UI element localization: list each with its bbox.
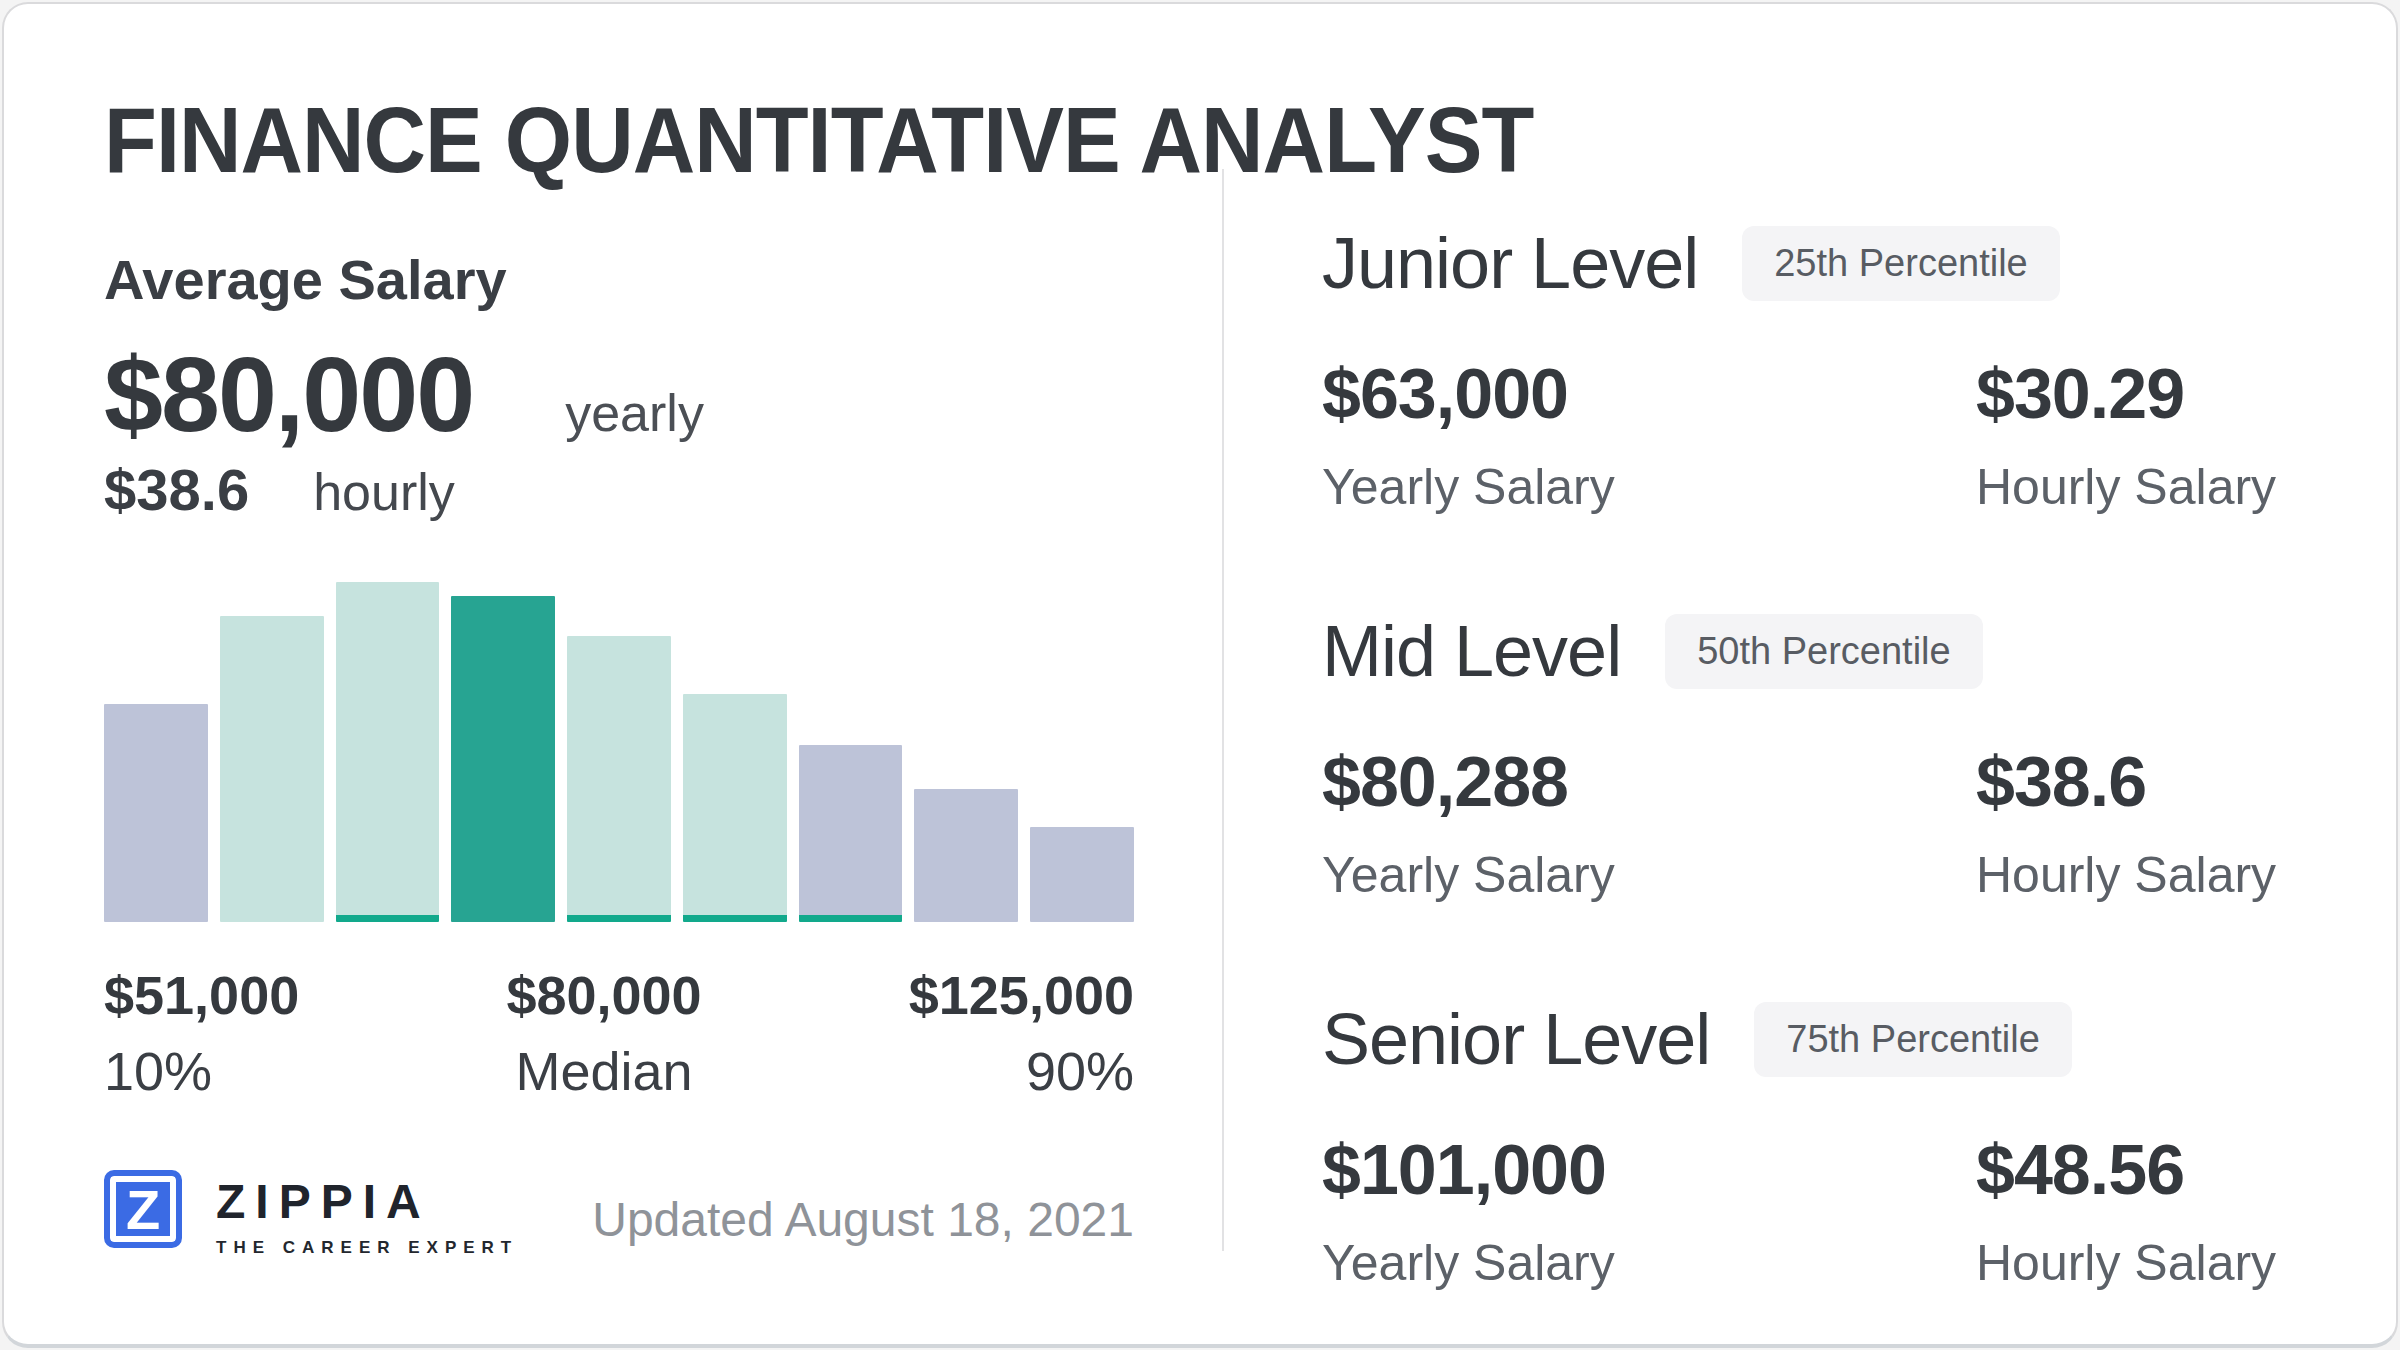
salary-histogram (104, 582, 1134, 922)
level-block-mid: Mid Level 50th Percentile $80,288 Yearly… (1322, 610, 2342, 904)
histogram-bar (104, 704, 208, 922)
level-name: Junior Level (1322, 222, 1698, 304)
zippia-logo: Z ZIPPIA THE CAREER EXPERT (104, 1170, 518, 1258)
axis-marker-value: $80,000 (506, 964, 701, 1026)
level-stats: $80,288 Yearly Salary $38.6 Hourly Salar… (1322, 742, 2342, 904)
zippia-logo-icon: Z (104, 1170, 182, 1248)
histogram-bar (799, 745, 903, 922)
yearly-label: Yearly Salary (1322, 846, 1976, 904)
axis-marker-90th: $125,000 90% (909, 964, 1134, 1102)
level-head: Senior Level 75th Percentile (1322, 998, 2342, 1080)
hourly-label: Hourly Salary (1976, 846, 2342, 904)
brand-tagline: THE CAREER EXPERT (216, 1238, 518, 1258)
percentile-badge: 75th Percentile (1754, 1002, 2072, 1077)
level-head: Mid Level 50th Percentile (1322, 610, 2342, 692)
level-stats: $101,000 Yearly Salary $48.56 Hourly Sal… (1322, 1130, 2342, 1292)
hourly-value: $48.56 (1976, 1130, 2342, 1210)
yearly-stat: $80,288 Yearly Salary (1322, 742, 1976, 904)
histogram-bar (336, 582, 440, 922)
hourly-stat: $30.29 Hourly Salary (1976, 354, 2342, 516)
vertical-divider (1222, 169, 1224, 1251)
hourly-value: $38.6 (1976, 742, 2342, 822)
level-stats: $63,000 Yearly Salary $30.29 Hourly Sala… (1322, 354, 2342, 516)
updated-date: Updated August 18, 2021 (592, 1192, 1134, 1247)
salary-card: FINANCE QUANTITATIVE ANALYST Average Sal… (2, 2, 2398, 1348)
percentile-badge: 50th Percentile (1665, 614, 1983, 689)
histogram-bar (914, 789, 1018, 922)
percentile-badge: 25th Percentile (1742, 226, 2060, 301)
histogram-bar (683, 694, 787, 922)
hourly-label: Hourly Salary (1976, 1234, 2342, 1292)
zippia-logo-text: ZIPPIA THE CAREER EXPERT (216, 1170, 518, 1258)
axis-marker-median: $80,000 Median (506, 964, 701, 1102)
yearly-value: $80,288 (1322, 742, 1976, 822)
yearly-stat: $63,000 Yearly Salary (1322, 354, 1976, 516)
level-block-junior: Junior Level 25th Percentile $63,000 Yea… (1322, 222, 2342, 516)
right-pane: Junior Level 25th Percentile $63,000 Yea… (1322, 4, 2342, 1344)
average-hourly-value: $38.6 (104, 456, 249, 523)
page-title: FINANCE QUANTITATIVE ANALYST (104, 88, 1533, 193)
hourly-value: $30.29 (1976, 354, 2342, 434)
axis-marker-label: 90% (1026, 1040, 1134, 1102)
axis-marker-10th: $51,000 10% (104, 964, 299, 1102)
yearly-value: $63,000 (1322, 354, 1976, 434)
brand-name: ZIPPIA (216, 1178, 518, 1226)
average-yearly-unit: yearly (565, 383, 704, 443)
level-name: Senior Level (1322, 998, 1710, 1080)
average-yearly-value: $80,000 (104, 334, 473, 455)
yearly-label: Yearly Salary (1322, 458, 1976, 516)
hourly-stat: $38.6 Hourly Salary (1976, 742, 2342, 904)
average-yearly-row: $80,000 yearly (104, 334, 704, 455)
yearly-value: $101,000 (1322, 1130, 1976, 1210)
axis-marker-value: $51,000 (104, 964, 299, 1026)
hourly-label: Hourly Salary (1976, 458, 2342, 516)
average-salary-label: Average Salary (104, 247, 507, 312)
histogram-bar (567, 636, 671, 922)
axis-marker-value: $125,000 (909, 964, 1134, 1026)
histogram-bar (1030, 827, 1134, 922)
yearly-stat: $101,000 Yearly Salary (1322, 1130, 1976, 1292)
average-hourly-row: $38.6 hourly (104, 456, 455, 523)
left-pane: FINANCE QUANTITATIVE ANALYST Average Sal… (104, 4, 1134, 1344)
histogram-bar (220, 616, 324, 922)
hourly-stat: $48.56 Hourly Salary (1976, 1130, 2342, 1292)
level-block-senior: Senior Level 75th Percentile $101,000 Ye… (1322, 998, 2342, 1292)
axis-marker-label: 10% (104, 1040, 299, 1102)
level-head: Junior Level 25th Percentile (1322, 222, 2342, 304)
yearly-label: Yearly Salary (1322, 1234, 1976, 1292)
histogram-axis: $51,000 10% $80,000 Median $125,000 90% (104, 964, 1134, 1102)
level-name: Mid Level (1322, 610, 1621, 692)
histogram-bar (451, 596, 555, 922)
average-hourly-unit: hourly (313, 462, 455, 522)
axis-marker-label: Median (515, 1040, 692, 1102)
